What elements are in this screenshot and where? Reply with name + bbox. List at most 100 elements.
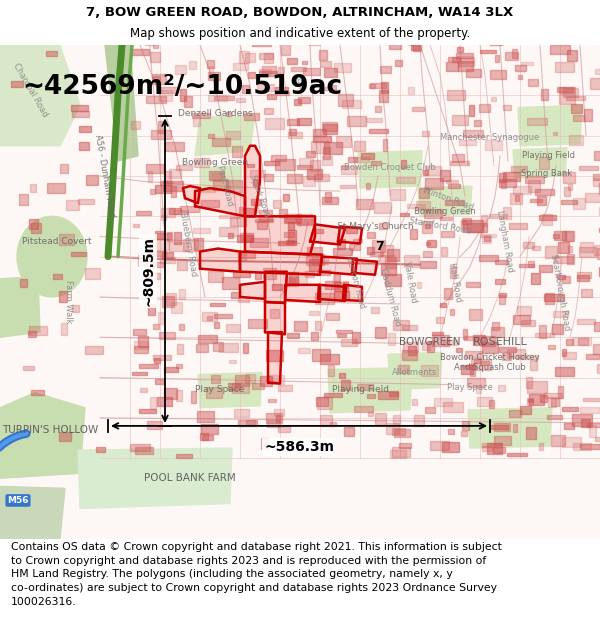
Bar (400, 213, 409, 216)
Bar (171, 186, 176, 197)
Bar (474, 120, 481, 126)
Bar (179, 289, 185, 299)
Bar (497, 385, 505, 391)
Bar (341, 100, 361, 108)
Bar (371, 307, 379, 313)
Bar (440, 217, 452, 221)
Bar (23, 366, 34, 371)
Bar (133, 329, 146, 334)
Bar (482, 443, 501, 447)
Bar (365, 183, 370, 189)
Bar (222, 277, 239, 289)
Bar (368, 412, 373, 416)
Bar (446, 180, 458, 183)
Bar (503, 172, 520, 181)
Bar (153, 76, 160, 81)
Bar (464, 364, 476, 368)
Bar (535, 189, 554, 195)
Bar (557, 87, 573, 91)
Bar (289, 129, 296, 134)
Bar (562, 349, 566, 356)
Bar (348, 157, 358, 162)
Bar (450, 309, 454, 315)
Bar (448, 184, 460, 188)
Bar (558, 242, 569, 254)
Bar (355, 406, 373, 412)
Bar (367, 232, 374, 238)
Bar (502, 353, 511, 361)
Bar (517, 306, 530, 316)
Bar (357, 384, 373, 391)
Bar (577, 319, 595, 324)
Bar (597, 364, 600, 373)
Bar (539, 326, 547, 338)
Text: POOL BANK FARM: POOL BANK FARM (144, 473, 236, 483)
Text: Playing Field: Playing Field (331, 385, 389, 394)
Bar (271, 154, 286, 161)
Bar (61, 323, 67, 335)
Bar (259, 71, 277, 76)
Bar (46, 51, 58, 56)
Bar (425, 224, 430, 228)
Bar (457, 56, 473, 63)
Bar (166, 293, 176, 304)
Bar (338, 94, 353, 106)
Bar (539, 394, 547, 402)
Bar (553, 131, 557, 134)
Bar (329, 85, 337, 92)
Bar (294, 99, 301, 104)
Bar (573, 443, 591, 450)
Bar (238, 252, 247, 261)
Bar (200, 188, 215, 192)
Bar (528, 180, 541, 192)
Bar (264, 161, 280, 165)
Bar (535, 333, 554, 337)
Polygon shape (0, 392, 85, 478)
Text: Map shows position and indicative extent of the property.: Map shows position and indicative extent… (130, 27, 470, 40)
Text: Stamford Road: Stamford Road (409, 216, 472, 236)
Bar (528, 399, 533, 402)
Bar (310, 259, 319, 271)
Polygon shape (78, 448, 232, 509)
Text: Spark Road: Spark Road (248, 174, 272, 218)
Polygon shape (195, 188, 245, 216)
Bar (259, 53, 274, 59)
Bar (181, 89, 186, 101)
Text: Farm Walk: Farm Walk (64, 280, 73, 324)
Bar (197, 411, 214, 422)
Bar (341, 339, 357, 346)
Bar (158, 312, 163, 324)
Bar (278, 426, 290, 432)
Bar (480, 50, 496, 53)
Text: Duncom Road: Duncom Road (344, 255, 366, 309)
Bar (499, 173, 506, 181)
Bar (322, 197, 338, 204)
Bar (179, 324, 184, 330)
Bar (370, 252, 383, 256)
Bar (247, 164, 254, 167)
Bar (515, 196, 518, 201)
Bar (239, 208, 244, 214)
Bar (209, 66, 214, 72)
Bar (380, 66, 391, 73)
Bar (245, 374, 255, 383)
Bar (133, 224, 139, 227)
Bar (267, 420, 280, 427)
Bar (495, 261, 508, 264)
Bar (593, 178, 599, 186)
Bar (461, 365, 473, 374)
Bar (375, 412, 386, 424)
Bar (568, 246, 572, 252)
Bar (513, 424, 517, 431)
Bar (539, 215, 556, 221)
Polygon shape (265, 302, 285, 334)
Bar (233, 271, 250, 277)
Text: ~809.5m: ~809.5m (141, 236, 155, 306)
Bar (287, 119, 299, 125)
Bar (278, 68, 284, 73)
Bar (165, 142, 184, 151)
Bar (467, 223, 487, 232)
Text: ROSEHILL: ROSEHILL (473, 338, 527, 348)
Bar (311, 349, 330, 361)
Bar (519, 264, 534, 268)
